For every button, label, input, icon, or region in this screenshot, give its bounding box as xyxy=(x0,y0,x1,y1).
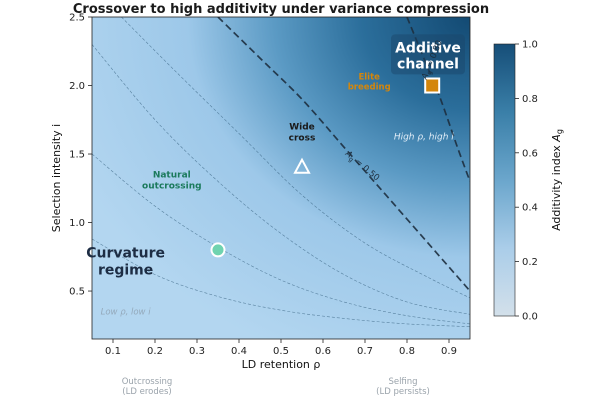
x-tick-label: 0.5 xyxy=(273,346,289,357)
x-tick-label: 0.7 xyxy=(357,346,373,357)
annotation-elite-line-1: Elite xyxy=(358,72,380,82)
contour-line-0.2 xyxy=(92,153,470,325)
annotation-wide-line-1: Wide xyxy=(289,123,315,133)
chart-title: Crossover to high additivity under varia… xyxy=(73,2,489,17)
colorbar-tick-label: 0.4 xyxy=(522,203,538,214)
colorbar-tick-label: 1.0 xyxy=(522,40,538,51)
marker-wide-cross xyxy=(293,157,311,174)
annotation-additive-line-1: Additive xyxy=(395,40,461,56)
x-tick-label: 0.6 xyxy=(315,346,331,357)
y-tick-label: 0.5 xyxy=(69,287,85,298)
x-tick-label: 0.2 xyxy=(147,346,163,357)
colorbar-tick-label: 0.6 xyxy=(522,148,538,159)
colorbar-tick-label: 0.8 xyxy=(522,94,538,105)
annotation-additive-line-2: channel xyxy=(397,56,459,72)
footnote-right-line-2: (LD persists) xyxy=(376,387,430,397)
annotation-natural-line-1: Natural xyxy=(153,171,191,181)
annotation-low-line-1: Low ρ, low i xyxy=(101,308,152,318)
colorbar-tick-label: 0.0 xyxy=(522,312,538,323)
x-tick-label: 0.3 xyxy=(189,346,205,357)
footnote-right-line-1: Selfing xyxy=(388,377,417,387)
marker-elite-breeding xyxy=(424,77,441,94)
x-tick-label: 0.1 xyxy=(105,346,121,357)
x-axis-label: LD retention ρ xyxy=(242,358,321,371)
annotation-elite-line-2: breeding xyxy=(348,82,391,92)
contour-line-0.5 xyxy=(217,17,470,292)
y-axis-label: Selection intensity i xyxy=(50,124,63,232)
contour-line-0.8 xyxy=(406,17,470,182)
y-tick-label: 1.5 xyxy=(69,150,85,161)
annotation-high-line-1: High ρ, high i xyxy=(394,132,454,142)
contour-line-0.15 xyxy=(92,238,470,327)
footnote-left-line-1: Outcrossing xyxy=(122,377,173,387)
marker-natural-outcrossing xyxy=(210,242,226,258)
x-tick-label: 0.9 xyxy=(441,346,457,357)
colorbar xyxy=(493,43,516,317)
y-tick-label: 1.0 xyxy=(69,218,85,229)
x-tick-label: 0.8 xyxy=(399,346,415,357)
annotation-curvature-line-2: regime xyxy=(98,262,153,278)
annotation-box-additive xyxy=(391,34,465,75)
contour-line-0.3 xyxy=(121,17,470,299)
contour-line-0.25 xyxy=(92,44,470,315)
colorbar-tick-label: 0.2 xyxy=(522,257,538,268)
x-tick-label: 0.4 xyxy=(231,346,247,357)
footnote-left-line-2: (LD erodes) xyxy=(122,387,171,397)
y-tick-label: 2.5 xyxy=(69,13,85,24)
colorbar-label: Additivity index Ag xyxy=(550,129,564,231)
annotation-natural-line-2: outcrossing xyxy=(142,182,202,192)
heatmap-field xyxy=(92,17,470,339)
annotation-wide-line-2: cross xyxy=(289,134,316,144)
y-tick-label: 2.0 xyxy=(69,81,85,92)
annotation-curvature-line-1: Curvature xyxy=(86,245,165,261)
